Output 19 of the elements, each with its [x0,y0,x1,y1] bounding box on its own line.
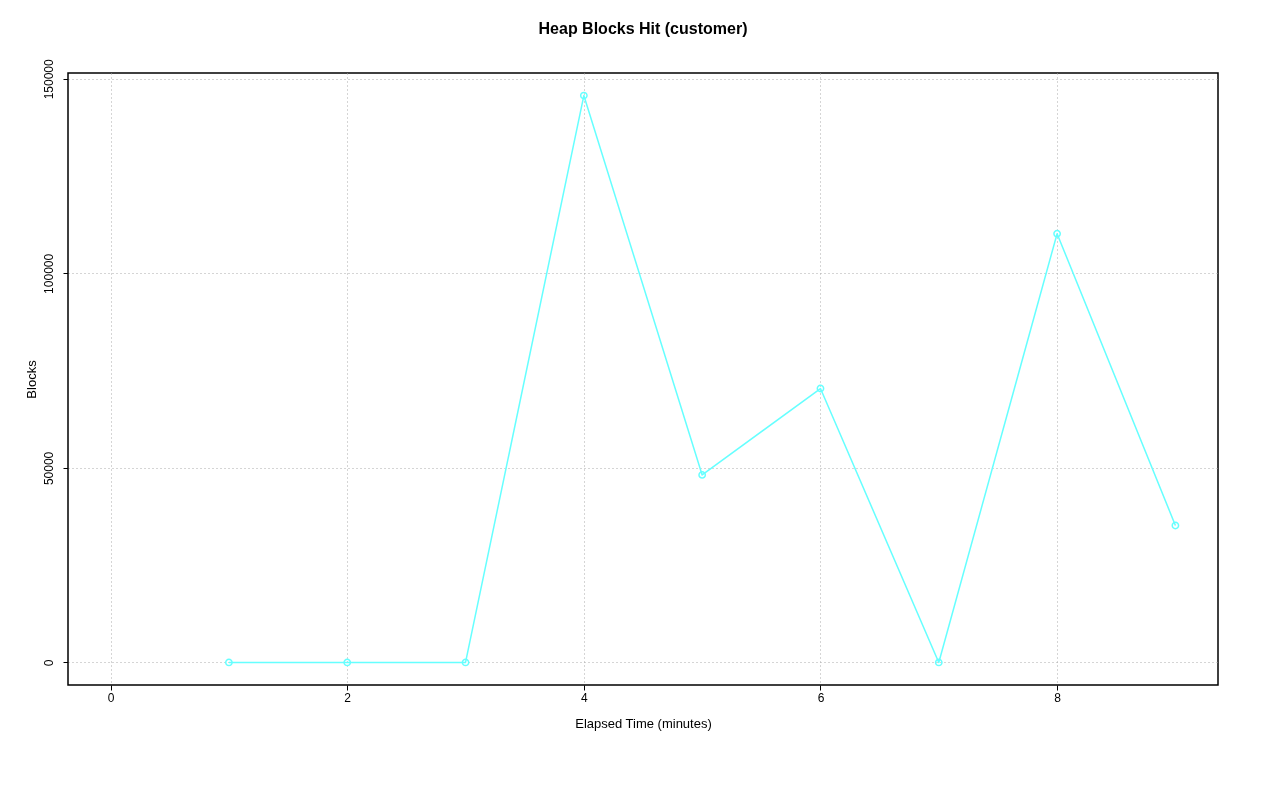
y-tick-label: 0 [41,659,56,667]
y-tick-label: 150000 [41,58,56,100]
x-tick-label: 2 [344,690,352,705]
point [461,658,470,667]
point [343,658,352,667]
point [579,91,588,100]
x-tick-label: 0 [107,690,115,705]
x-tick-label: 6 [817,690,825,705]
x-axis-title: Elapsed Time (minutes) [575,715,712,731]
point [698,471,707,479]
point [934,658,943,667]
y-tick-label: 100000 [41,253,56,294]
y-axis-title: Blocks [23,359,39,399]
y-tick-label: 50000 [41,451,56,486]
point [1053,229,1062,238]
x-tick-label: 4 [581,690,588,705]
x-tick-label: 8 [1054,690,1062,705]
point [816,384,825,393]
chart-title: Heap Blocks Hit (customer) [538,19,748,37]
